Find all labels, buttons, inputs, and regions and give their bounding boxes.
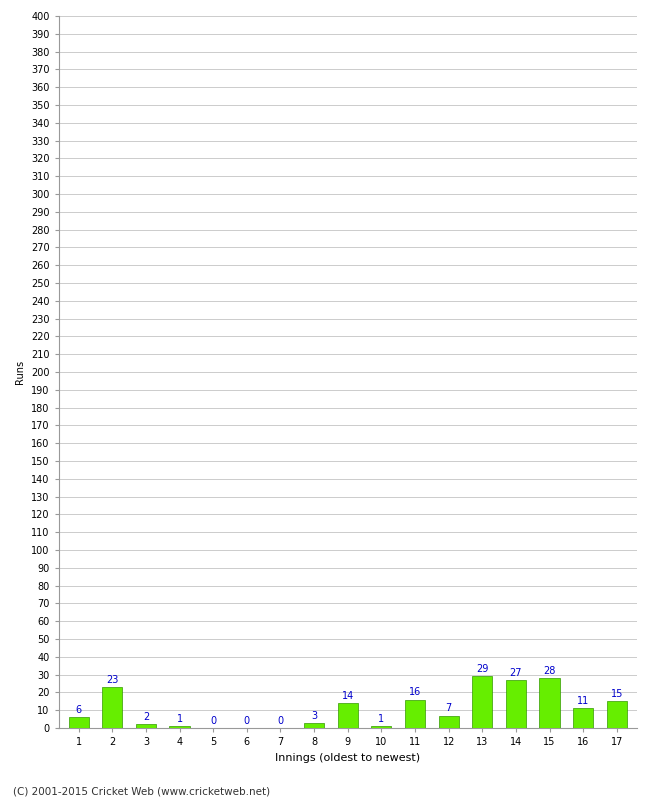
Bar [472,676,493,728]
Bar [337,703,358,728]
Bar [573,709,593,728]
Bar [405,699,425,728]
Text: 0: 0 [278,716,283,726]
Bar [371,726,391,728]
Bar [506,680,526,728]
Text: 16: 16 [409,687,421,698]
Bar [304,722,324,728]
Bar [606,702,627,728]
Text: 0: 0 [244,716,250,726]
Bar [69,718,89,728]
Text: 29: 29 [476,664,488,674]
X-axis label: Innings (oldest to newest): Innings (oldest to newest) [275,753,421,762]
Text: 1: 1 [378,714,384,724]
Text: 27: 27 [510,668,522,678]
Bar [540,678,560,728]
Text: 15: 15 [610,689,623,699]
Text: 28: 28 [543,666,556,676]
Bar [102,687,122,728]
Text: 2: 2 [143,712,149,722]
Text: 6: 6 [75,705,82,715]
Text: (C) 2001-2015 Cricket Web (www.cricketweb.net): (C) 2001-2015 Cricket Web (www.cricketwe… [13,786,270,796]
Text: 3: 3 [311,710,317,721]
Text: 1: 1 [177,714,183,724]
Bar [439,715,459,728]
Text: 23: 23 [106,675,118,685]
Bar [136,725,156,728]
Text: 11: 11 [577,696,590,706]
Bar [170,726,190,728]
Text: 14: 14 [342,691,354,701]
Text: 7: 7 [445,703,452,714]
Text: 0: 0 [210,716,216,726]
Y-axis label: Runs: Runs [16,360,25,384]
